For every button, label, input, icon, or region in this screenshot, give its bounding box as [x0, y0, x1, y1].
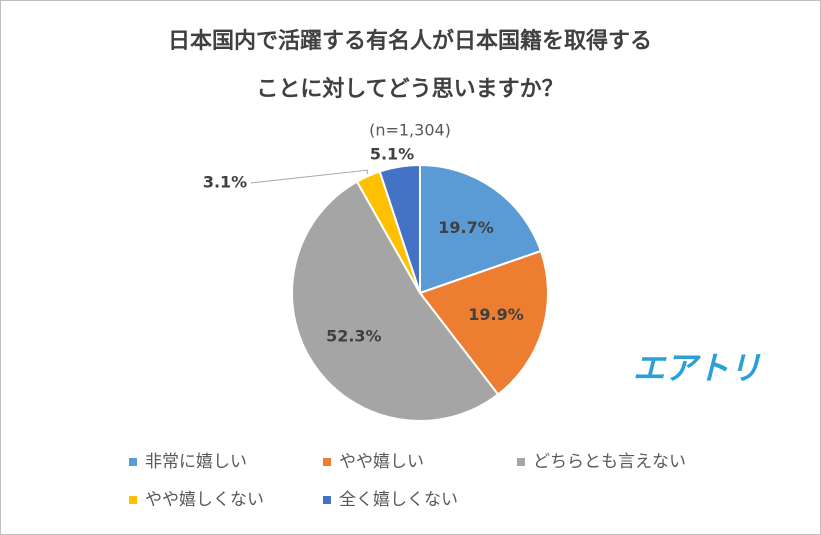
legend-label: 全く嬉しくない	[339, 490, 458, 510]
pie-slice	[378, 163, 421, 294]
pie-slice	[291, 180, 500, 422]
legend-label: 非常に嬉しい	[145, 452, 247, 472]
leader-line	[250, 169, 368, 184]
legend-swatch	[517, 458, 525, 466]
chart-title: ことに対してどう思いますか？	[256, 77, 563, 102]
data-label: 19.7%	[438, 218, 494, 237]
legend-label: やや嬉しい	[339, 452, 424, 472]
logo: エアトリ	[633, 349, 761, 387]
data-label: 3.1%	[203, 173, 247, 192]
legend-swatch	[323, 458, 331, 466]
pie-slice	[418, 249, 549, 396]
data-label: 5.1%	[370, 145, 414, 164]
legend-swatch	[129, 496, 137, 504]
legend-label: やや嬉しくない	[145, 490, 264, 510]
chart-title: 日本国内で活躍する有名人が日本国籍を取得する	[168, 28, 652, 54]
data-label: 52.3%	[326, 326, 382, 345]
data-label: 19.9%	[468, 305, 524, 324]
legend-label: どちらとも言えない	[533, 452, 686, 472]
chart-subtitle: (n=1,304)	[369, 121, 451, 140]
legend-swatch	[323, 496, 331, 504]
legend-swatch	[129, 458, 137, 466]
